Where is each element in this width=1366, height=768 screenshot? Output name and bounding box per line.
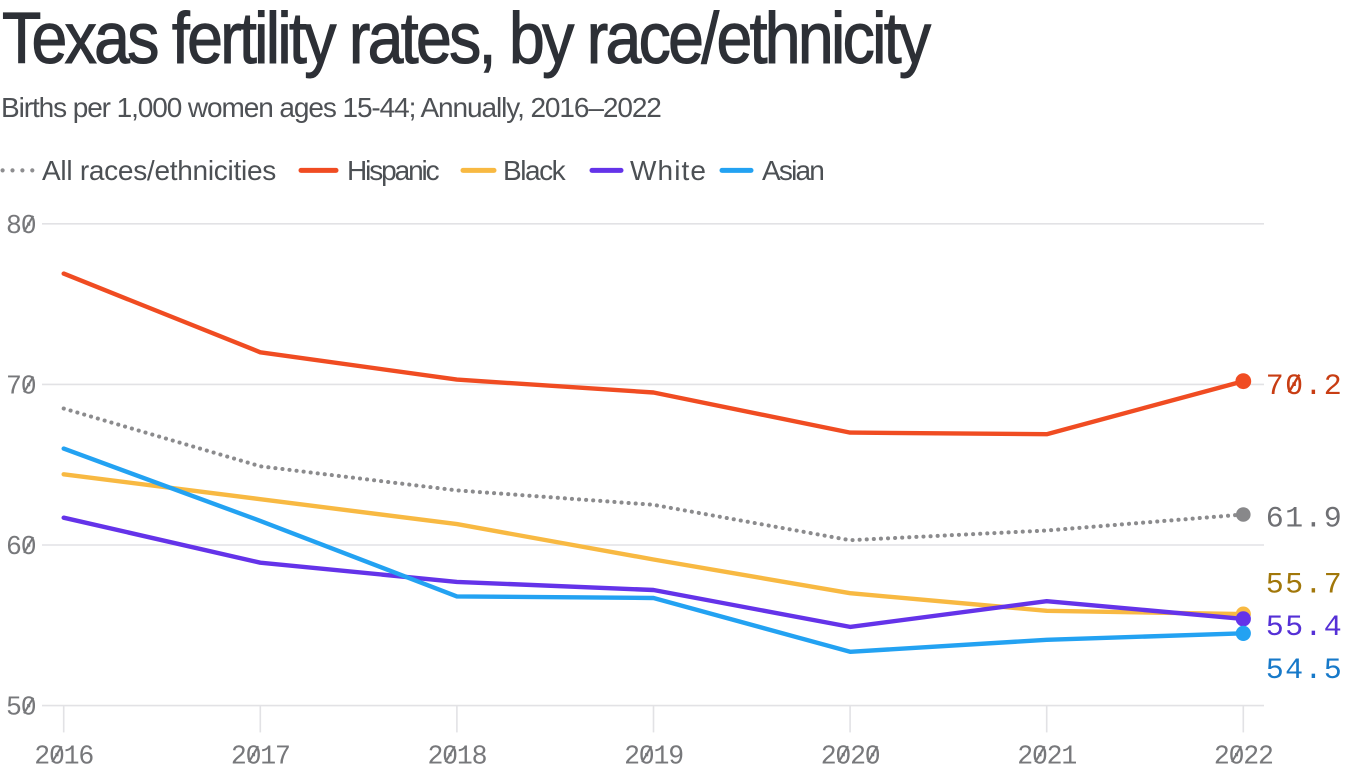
svg-text:61.9: 61.9	[1266, 502, 1343, 536]
svg-text:55.7: 55.7	[1266, 568, 1343, 602]
svg-text:60: 60	[6, 532, 36, 562]
svg-text:2017: 2017	[231, 741, 290, 768]
svg-text:55.4: 55.4	[1266, 611, 1343, 645]
svg-text:2018: 2018	[427, 741, 486, 768]
svg-text:70.2: 70.2	[1266, 370, 1343, 404]
svg-text:80: 80	[6, 211, 36, 241]
svg-text:2020: 2020	[821, 741, 880, 768]
svg-text:Black: Black	[503, 155, 567, 186]
svg-text:50: 50	[6, 693, 36, 723]
svg-text:Births per 1,000 women ages 15: Births per 1,000 women ages 15-44; Annua…	[1, 92, 661, 123]
svg-text:White: White	[630, 155, 707, 186]
svg-text:Hispanic: Hispanic	[347, 155, 440, 186]
svg-text:All races/ethnicities: All races/ethnicities	[42, 155, 276, 186]
svg-text:Asian: Asian	[762, 155, 823, 186]
svg-text:70: 70	[6, 372, 36, 402]
svg-text:2022: 2022	[1214, 741, 1273, 768]
svg-text:Texas fertility rates, by race: Texas fertility rates, by race/ethnicity	[2, 0, 931, 79]
svg-text:54.5: 54.5	[1266, 654, 1343, 688]
svg-text:2016: 2016	[34, 741, 93, 768]
svg-text:2021: 2021	[1017, 741, 1076, 768]
svg-text:2019: 2019	[624, 741, 683, 768]
